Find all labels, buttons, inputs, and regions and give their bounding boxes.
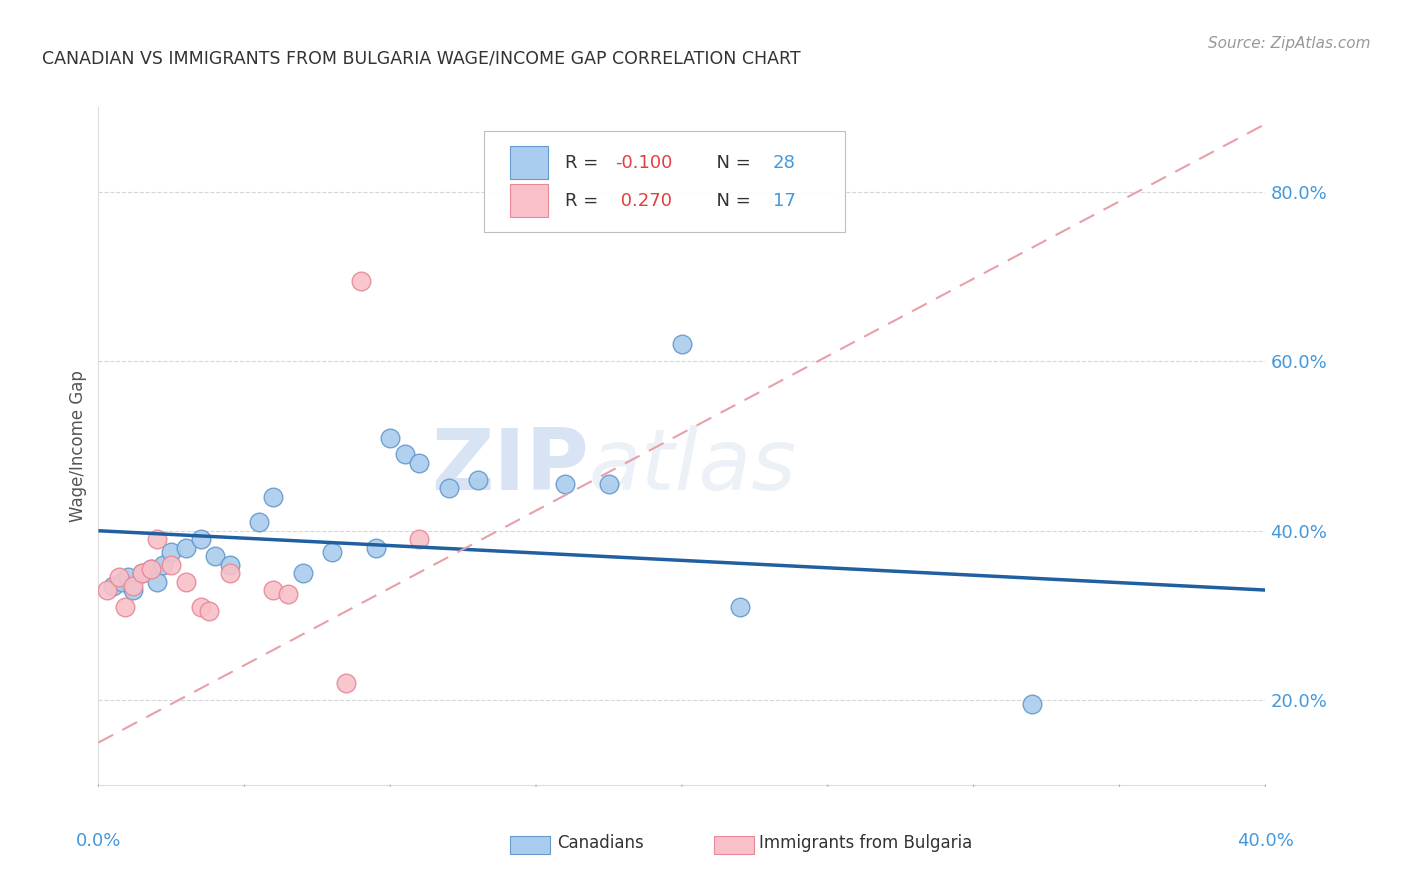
Point xyxy=(190,599,212,614)
Text: R =: R = xyxy=(565,153,605,171)
Point xyxy=(262,490,284,504)
Point xyxy=(1021,698,1043,712)
Point xyxy=(364,541,387,555)
Point xyxy=(671,337,693,351)
Point xyxy=(598,477,620,491)
Text: N =: N = xyxy=(706,153,756,171)
Point xyxy=(96,583,118,598)
Point xyxy=(291,566,314,581)
Point xyxy=(394,447,416,462)
Text: atlas: atlas xyxy=(589,425,797,508)
Point xyxy=(131,566,153,581)
Point xyxy=(408,456,430,470)
Point xyxy=(160,558,183,572)
Point xyxy=(218,558,240,572)
Point xyxy=(114,599,136,614)
Text: Canadians: Canadians xyxy=(557,834,644,852)
Point xyxy=(380,430,402,444)
Text: R =: R = xyxy=(565,192,605,210)
Text: Immigrants from Bulgaria: Immigrants from Bulgaria xyxy=(759,834,973,852)
Text: CANADIAN VS IMMIGRANTS FROM BULGARIA WAGE/INCOME GAP CORRELATION CHART: CANADIAN VS IMMIGRANTS FROM BULGARIA WAG… xyxy=(42,49,801,67)
Point xyxy=(198,604,221,618)
Point xyxy=(408,532,430,546)
Point xyxy=(139,562,162,576)
Point xyxy=(321,545,343,559)
Point xyxy=(277,587,299,601)
Text: -0.100: -0.100 xyxy=(616,153,672,171)
Text: 0.0%: 0.0% xyxy=(76,831,121,849)
Point xyxy=(152,558,174,572)
Point xyxy=(218,566,240,581)
Point xyxy=(101,579,124,593)
FancyBboxPatch shape xyxy=(484,131,845,233)
Text: Source: ZipAtlas.com: Source: ZipAtlas.com xyxy=(1208,36,1371,51)
Point xyxy=(146,574,169,589)
Text: N =: N = xyxy=(706,192,756,210)
Point xyxy=(190,532,212,546)
Text: 40.0%: 40.0% xyxy=(1237,831,1294,849)
Point xyxy=(467,473,489,487)
Point xyxy=(146,532,169,546)
Point xyxy=(437,482,460,496)
Point xyxy=(139,562,162,576)
Y-axis label: Wage/Income Gap: Wage/Income Gap xyxy=(69,370,87,522)
Point xyxy=(247,515,270,529)
Point xyxy=(174,541,197,555)
Point xyxy=(122,583,145,598)
Point xyxy=(335,676,357,690)
FancyBboxPatch shape xyxy=(510,146,548,179)
Point xyxy=(122,579,145,593)
Text: 0.270: 0.270 xyxy=(616,192,672,210)
Point xyxy=(350,274,373,288)
Text: 17: 17 xyxy=(773,192,796,210)
Point xyxy=(108,570,131,584)
Point xyxy=(117,570,139,584)
Point xyxy=(111,574,134,589)
Point xyxy=(160,545,183,559)
Point xyxy=(730,599,752,614)
Text: 28: 28 xyxy=(773,153,796,171)
FancyBboxPatch shape xyxy=(510,185,548,217)
Point xyxy=(262,583,284,598)
Point xyxy=(204,549,226,564)
Point xyxy=(554,477,576,491)
Text: ZIP: ZIP xyxy=(430,425,589,508)
Point xyxy=(174,574,197,589)
Point xyxy=(131,566,153,581)
